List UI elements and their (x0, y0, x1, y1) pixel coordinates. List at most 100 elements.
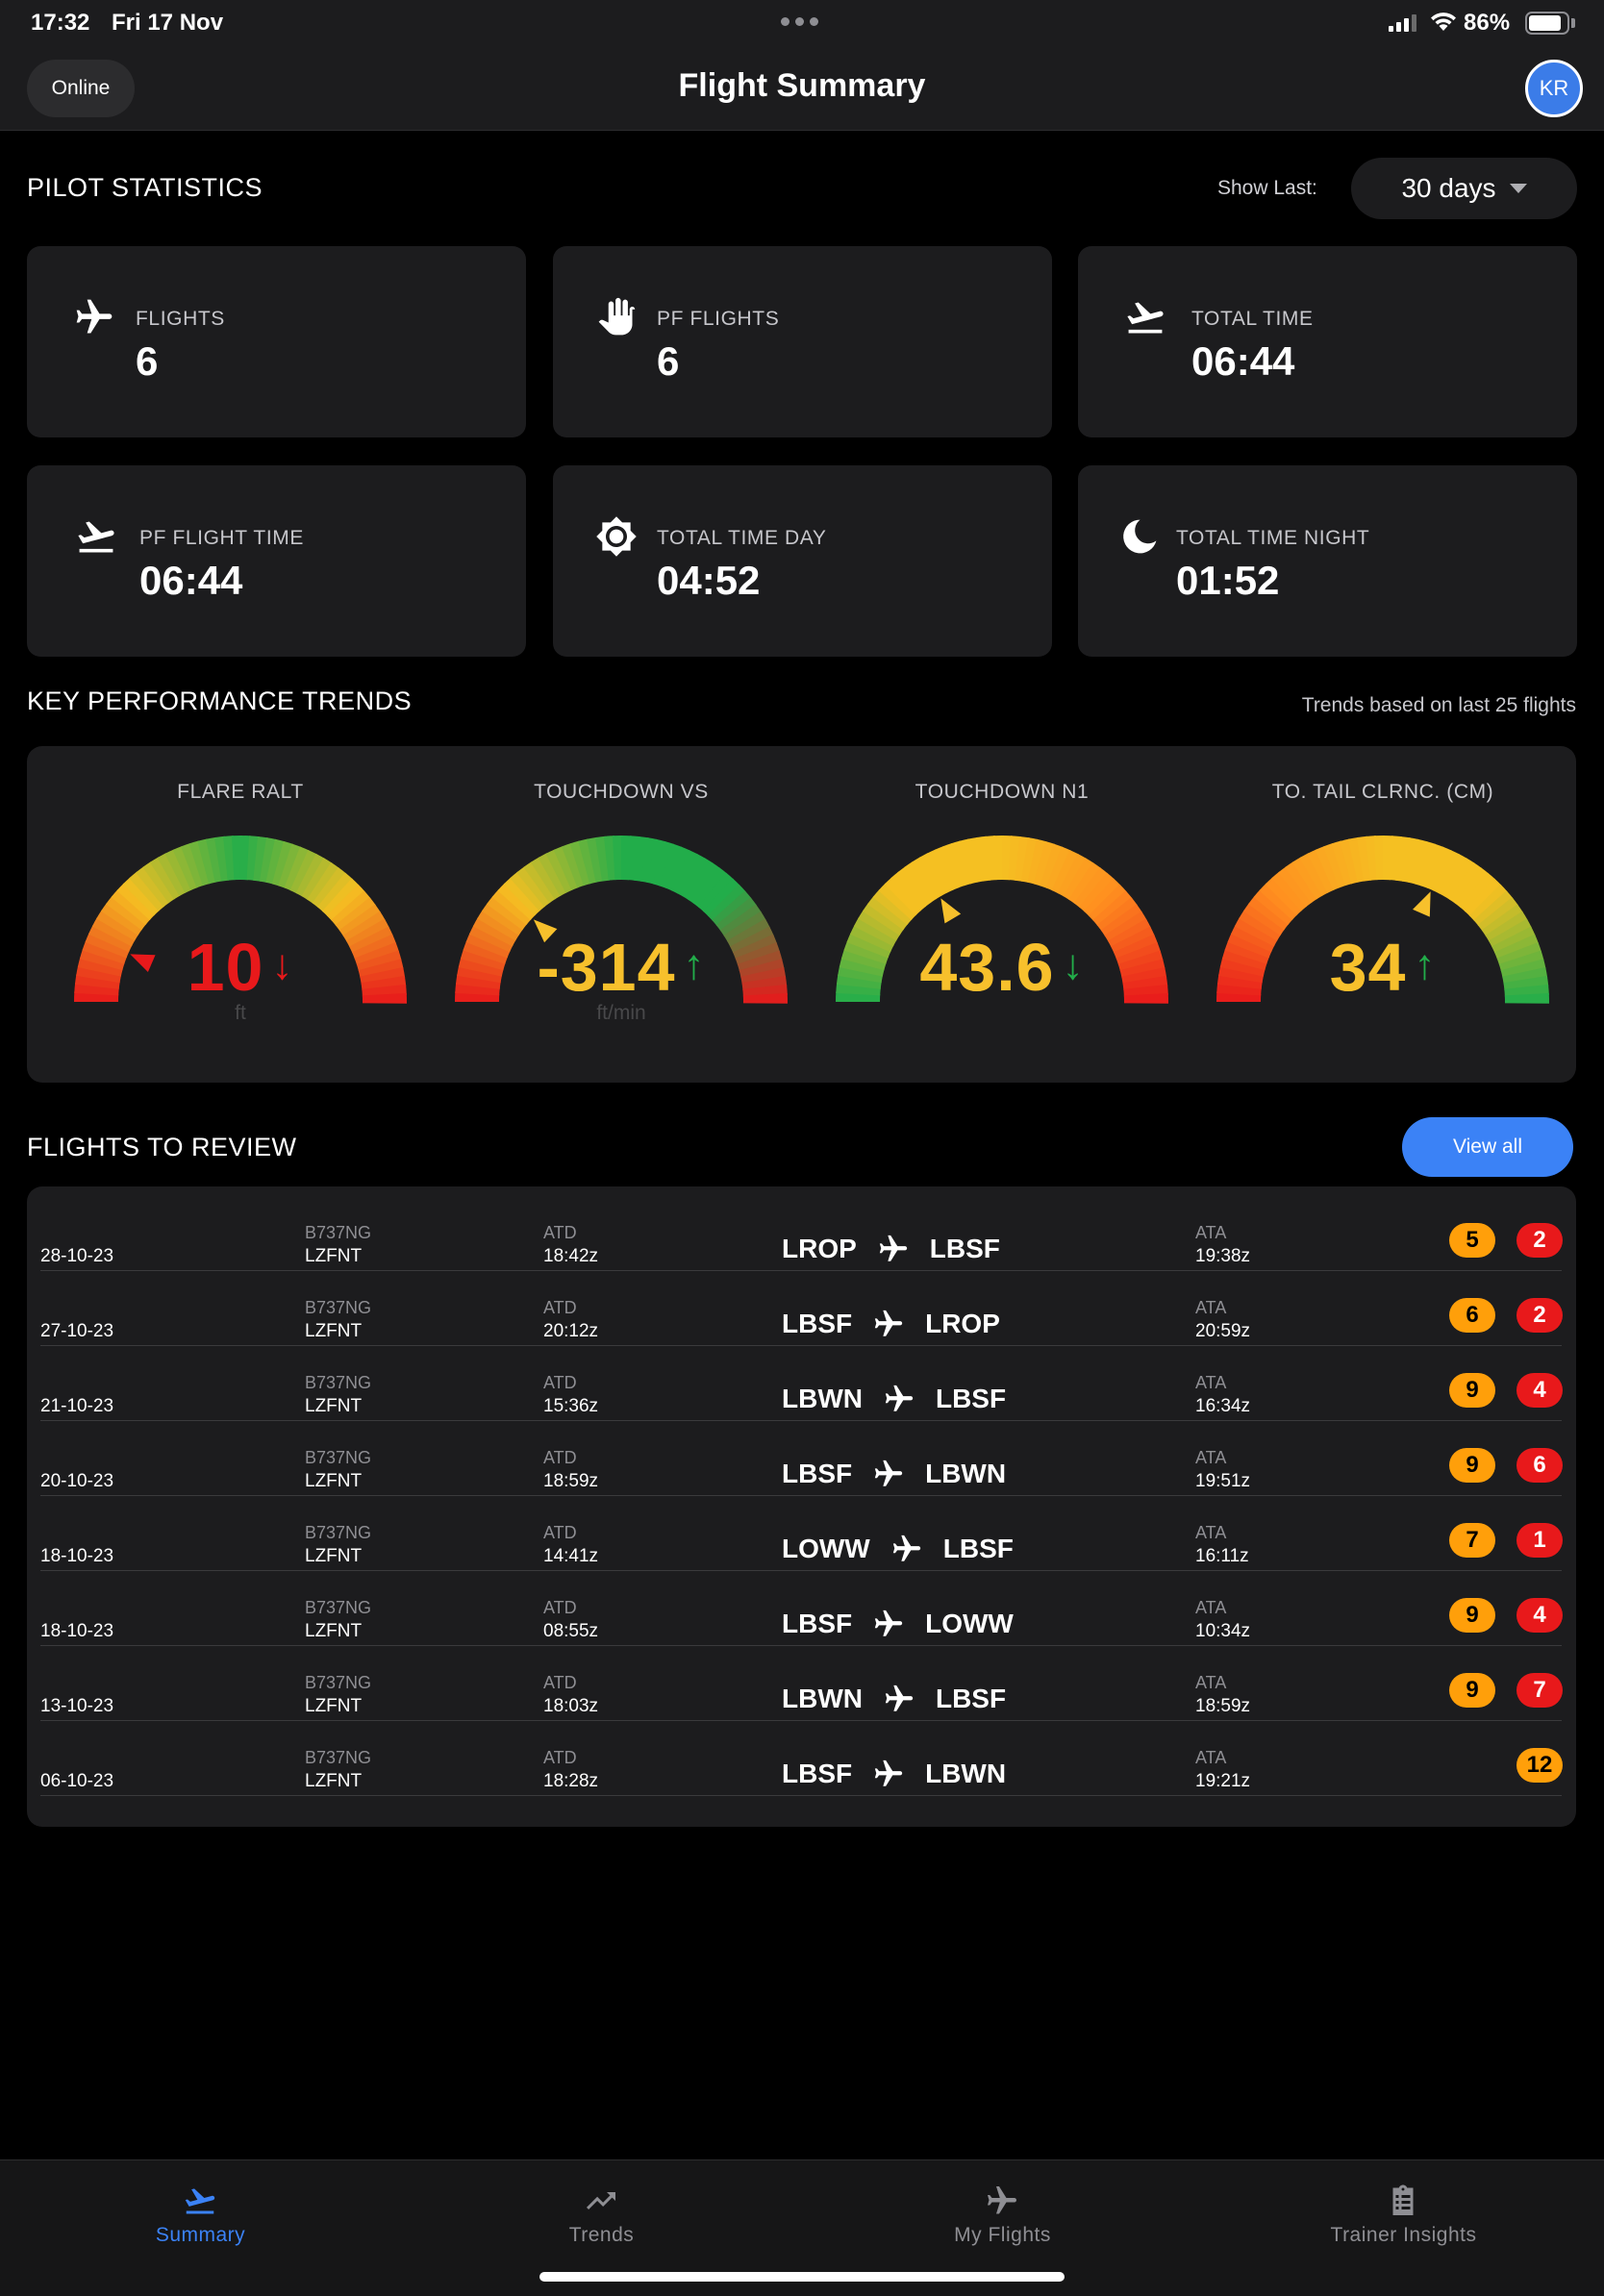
multitasking-dots-icon[interactable] (781, 17, 818, 26)
gauge-marker (533, 919, 558, 943)
ata-label: ATA (1195, 1298, 1227, 1317)
tab-trainer-insights[interactable]: Trainer Insights (1203, 2160, 1604, 2257)
high-severity-badge: 7 (1516, 1673, 1563, 1708)
airplane-icon (885, 1685, 914, 1711)
chevron-down-icon (1509, 184, 1527, 193)
flight-row[interactable]: 18-10-23 B737NG LZFNT ATD 08:55z LBSF LOWW ATA 1… (27, 1571, 1576, 1646)
ata-time: 19:38z (1195, 1246, 1251, 1266)
atd-time: 08:55z (543, 1621, 599, 1641)
atd-label: ATD (543, 1373, 577, 1392)
origin-airport: LBSF (782, 1759, 853, 1788)
flight-route: LBSF LROP (782, 1308, 1032, 1340)
flight-route: LBSF LBWN (782, 1458, 1032, 1490)
high-severity-badge: 6 (1516, 1448, 1563, 1483)
row-divider (40, 1720, 1562, 1721)
home-indicator[interactable] (539, 2272, 1065, 2282)
ata-time: 20:59z (1195, 1321, 1251, 1341)
gauge-arc (455, 836, 788, 1004)
stat-card-total-time-day: TOTAL TIME DAY 04:52 (553, 465, 1052, 657)
signal-bar (1396, 22, 1401, 32)
airplane-icon (874, 1310, 903, 1336)
airplane-icon (874, 1460, 903, 1486)
high-severity-badge: 1 (1516, 1523, 1563, 1558)
aircraft-registration: LZFNT (305, 1396, 363, 1416)
gauge-flare-ralt[interactable]: FLARE RALT 10 ↓ ft (50, 746, 431, 1083)
takeoff-icon (1127, 302, 1164, 334)
atd-label: ATD (543, 1523, 577, 1542)
aircraft-type: B737NG (305, 1523, 372, 1542)
signal-bar (1404, 18, 1409, 32)
flight-date: 18-10-23 (40, 1621, 114, 1641)
gauge-touchdown-vs[interactable]: TOUCHDOWN VS -314 ↑ ft/min (431, 746, 812, 1083)
tab-label: Trends (568, 2224, 635, 2246)
gauge-touchdown-n1[interactable]: TOUCHDOWN N1 43.6 ↓ (812, 746, 1192, 1083)
ata-label: ATA (1195, 1373, 1227, 1392)
atd-time: 20:12z (543, 1321, 599, 1341)
row-divider (40, 1795, 1562, 1796)
flight-route: LBWN LBSF (782, 1683, 1032, 1715)
flight-row[interactable]: 20-10-23 B737NG LZFNT ATD 18:59z LBSF LBWN ATA 1… (27, 1421, 1576, 1496)
origin-airport: LBWN (782, 1684, 863, 1713)
destination-airport: LBWN (925, 1759, 1007, 1788)
trend-down-arrow-icon: ↓ (271, 941, 294, 988)
show-last-label: Show Last: (1217, 177, 1317, 199)
gauge-number: -314 (537, 930, 676, 1005)
online-status-button[interactable]: Online (27, 60, 135, 117)
period-dropdown[interactable]: 30 days (1351, 158, 1577, 219)
atd-time: 18:42z (543, 1246, 599, 1266)
gauge-tail-clearance[interactable]: TO. TAIL CLRNC. (CM) 34 ↑ (1192, 746, 1573, 1083)
high-severity-badge: 2 (1516, 1223, 1563, 1258)
gauge-arc (836, 836, 1168, 1004)
medium-severity-badge: 7 (1449, 1523, 1495, 1558)
origin-airport: LBSF (782, 1459, 853, 1488)
ata-time: 19:21z (1195, 1771, 1251, 1791)
avatar[interactable]: KR (1525, 60, 1583, 117)
medium-severity-badge: 12 (1516, 1748, 1563, 1783)
flight-row[interactable]: 06-10-23 B737NG LZFNT ATD 18:28z LBSF LBWN ATA 1… (27, 1721, 1576, 1796)
flight-row[interactable]: 13-10-23 B737NG LZFNT ATD 18:03z LBWN LBSF ATA 1… (27, 1646, 1576, 1721)
stat-label: FLIGHTS (136, 308, 225, 330)
stat-value: 6 (136, 338, 159, 384)
flight-row[interactable]: 28-10-23 B737NG LZFNT ATD 18:42z LROP LBSF ATA 1… (27, 1196, 1576, 1271)
destination-airport: LBSF (935, 1384, 1007, 1413)
gauge-label: TOUCHDOWN VS (534, 781, 709, 803)
destination-airport: LROP (925, 1309, 1000, 1338)
aircraft-registration: LZFNT (305, 1621, 363, 1641)
view-all-button[interactable]: View all (1402, 1117, 1573, 1177)
stat-label: TOTAL TIME (1191, 308, 1314, 330)
airplane-icon (879, 1235, 907, 1261)
navigation-bar: Online Flight Summary KR (0, 46, 1604, 131)
aircraft-registration: LZFNT (305, 1321, 363, 1341)
tab-summary[interactable]: Summary (0, 2160, 401, 2257)
origin-airport: LBSF (782, 1609, 853, 1638)
atd-time: 14:41z (543, 1546, 599, 1566)
atd-time: 18:03z (543, 1696, 599, 1716)
origin-airport: LBWN (782, 1384, 863, 1413)
aircraft-registration: LZFNT (305, 1471, 363, 1491)
trend-icon (587, 2192, 615, 2209)
tab-my-flights[interactable]: My Flights (802, 2160, 1203, 2257)
hand-icon (598, 297, 636, 336)
pilot-statistics-heading: PILOT STATISTICS (27, 173, 263, 202)
status-bar: 17:32 Fri 17 Nov 86% (0, 0, 1604, 46)
flight-date: 28-10-23 (40, 1246, 114, 1266)
high-severity-badge: 4 (1516, 1373, 1563, 1408)
stat-card-pf-flight-time: PF FLIGHT TIME 06:44 (27, 465, 526, 657)
stat-card-total-time: TOTAL TIME 06:44 (1078, 246, 1577, 437)
aircraft-registration: LZFNT (305, 1546, 363, 1566)
aircraft-type: B737NG (305, 1223, 372, 1242)
gauge-unit: ft/min (596, 1002, 646, 1024)
flight-row[interactable]: 27-10-23 B737NG LZFNT ATD 20:12z LBSF LROP ATA 2… (27, 1271, 1576, 1346)
high-severity-badge: 2 (1516, 1298, 1563, 1333)
gauge-value: -314 ↑ (431, 929, 812, 1006)
atd-label: ATD (543, 1298, 577, 1317)
tab-trends[interactable]: Trends (401, 2160, 802, 2257)
flight-row[interactable]: 21-10-23 B737NG LZFNT ATD 15:36z LBWN LBSF ATA 1… (27, 1346, 1576, 1421)
aircraft-registration: LZFNT (305, 1246, 363, 1266)
flight-row[interactable]: 18-10-23 B737NG LZFNT ATD 14:41z LOWW LBSF ATA 1… (27, 1496, 1576, 1571)
stat-label: TOTAL TIME DAY (657, 527, 827, 549)
